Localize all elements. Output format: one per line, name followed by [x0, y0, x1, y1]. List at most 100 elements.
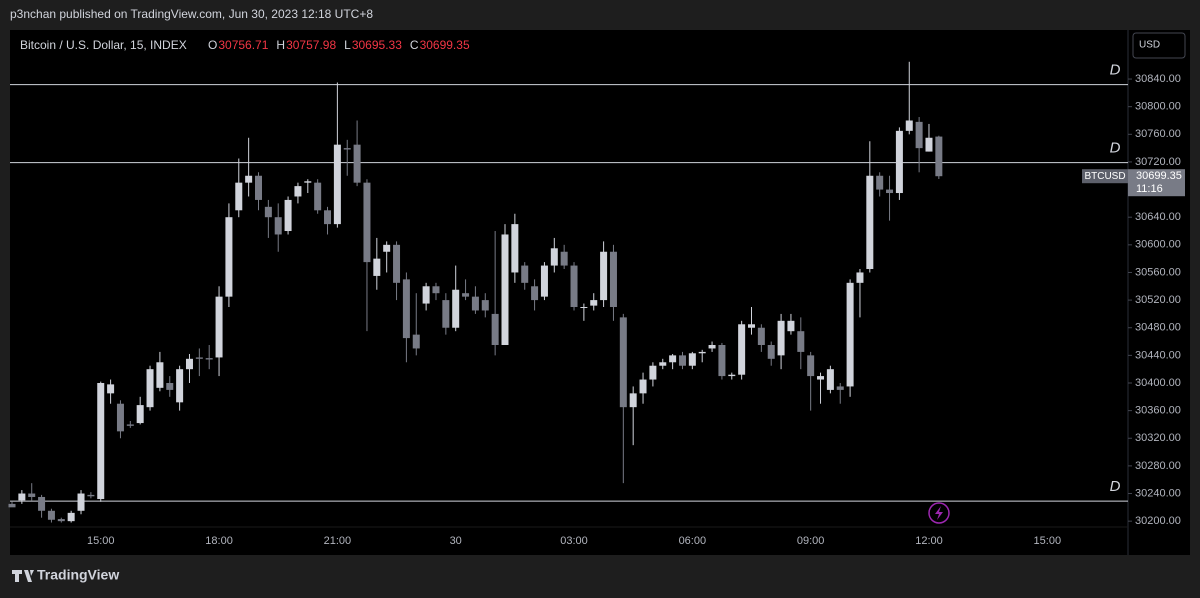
ohlc-value: 30699.35: [420, 38, 470, 52]
y-tick-label: 30320.00: [1135, 432, 1181, 444]
symbol-tag: BTCUSD: [1084, 171, 1125, 182]
candle-body: [688, 353, 696, 366]
candle-body: [590, 300, 598, 306]
candle-body: [491, 313, 499, 345]
candle-body: [708, 345, 716, 349]
candle-body: [521, 265, 529, 283]
candle-body: [718, 345, 726, 377]
candle-body: [580, 307, 588, 309]
candle-body: [314, 182, 322, 211]
y-tick-label: 30280.00: [1135, 460, 1181, 472]
candle-body: [915, 121, 923, 149]
candle-body: [777, 320, 785, 356]
candle-body: [363, 182, 371, 263]
chart-title: Bitcoin / U.S. Dollar, 15, INDEX: [20, 38, 187, 52]
candle-body: [452, 289, 460, 328]
candle-body: [393, 244, 401, 283]
candle-body: [540, 265, 548, 297]
level-label: D: [1110, 62, 1121, 79]
candle-body: [107, 384, 115, 394]
candle-body: [678, 355, 686, 366]
y-tick-label: 30640.00: [1135, 211, 1181, 223]
candle-body: [136, 405, 144, 424]
y-tick-label: 30600.00: [1135, 239, 1181, 251]
candle-body: [28, 493, 36, 497]
ohlc-value: 30695.33: [352, 38, 402, 52]
candle-body: [935, 136, 943, 177]
candle-body: [432, 286, 440, 294]
y-tick-label: 30200.00: [1135, 515, 1181, 527]
ohlc-value: 30757.98: [286, 38, 336, 52]
ohlc-key: C: [410, 38, 419, 52]
x-tick-label: 15:00: [87, 535, 115, 547]
candle-body: [8, 503, 16, 508]
candle-body: [422, 286, 430, 304]
candle-body: [767, 345, 775, 359]
event-icon[interactable]: [928, 502, 950, 524]
y-tick-label: 30800.00: [1135, 101, 1181, 113]
logo-mark: [12, 570, 34, 582]
candle-body: [836, 386, 844, 390]
y-tick-label: 30520.00: [1135, 294, 1181, 306]
y-tick-label: 30360.00: [1135, 405, 1181, 417]
ohlc-legend: O 30756.71 H 30757.98 L 30695.33 C 30699.35: [208, 38, 470, 52]
y-tick-label: 30400.00: [1135, 377, 1181, 389]
candle-body: [600, 251, 608, 301]
candle-body: [156, 362, 164, 388]
level-label: D: [1110, 140, 1121, 157]
candle-body: [787, 320, 795, 332]
x-tick-label: 21:00: [324, 535, 352, 547]
candle-body: [807, 355, 815, 377]
candle-body: [560, 251, 568, 266]
x-tick-label: 30: [450, 535, 462, 547]
candle-body: [481, 300, 489, 311]
candle-body: [47, 510, 55, 520]
candle-body: [176, 369, 184, 403]
candle-body: [925, 137, 933, 152]
candle-body: [264, 206, 272, 218]
candle-body: [185, 358, 193, 370]
candle-body: [757, 327, 765, 345]
candle-body: [225, 217, 233, 297]
candle-body: [738, 324, 746, 375]
candle-body: [846, 282, 854, 387]
candle-body: [462, 293, 470, 297]
candle-body: [77, 493, 85, 511]
candle-body: [383, 244, 391, 252]
candle-body: [471, 296, 479, 311]
currency-button[interactable]: [1132, 32, 1186, 59]
candle-body: [235, 182, 243, 211]
candle-body: [629, 393, 637, 408]
candle-body: [639, 379, 647, 394]
candle-body: [166, 382, 174, 390]
candle-body: [67, 512, 75, 522]
candle-body: [116, 403, 124, 432]
candle-body: [126, 424, 134, 426]
candle-body: [550, 248, 558, 266]
candle-body: [609, 251, 617, 308]
candle-body: [38, 496, 46, 511]
x-tick-label: 09:00: [797, 535, 825, 547]
ohlc-key: L: [344, 38, 351, 52]
candle-body: [255, 175, 262, 200]
candle-body: [333, 144, 341, 225]
candle-body: [748, 324, 755, 328]
candle-body: [895, 130, 903, 194]
candle-body: [659, 362, 667, 366]
ohlc-key: H: [276, 38, 285, 52]
candle-body: [698, 351, 706, 354]
price-tag: 30699.35: [1136, 170, 1182, 182]
candle-body: [728, 374, 736, 377]
x-tick-label: 12:00: [915, 535, 943, 547]
event-bolt: [935, 506, 943, 520]
chart-panel: [10, 30, 1190, 555]
x-tick-label: 18:00: [205, 535, 233, 547]
candle-body: [343, 148, 351, 150]
candle-body: [412, 334, 420, 349]
x-tick-label: 06:00: [679, 535, 707, 547]
candle-body: [669, 355, 677, 363]
candle-body: [797, 331, 805, 352]
countdown: 11:16: [1136, 183, 1163, 195]
candle-body: [442, 300, 450, 328]
